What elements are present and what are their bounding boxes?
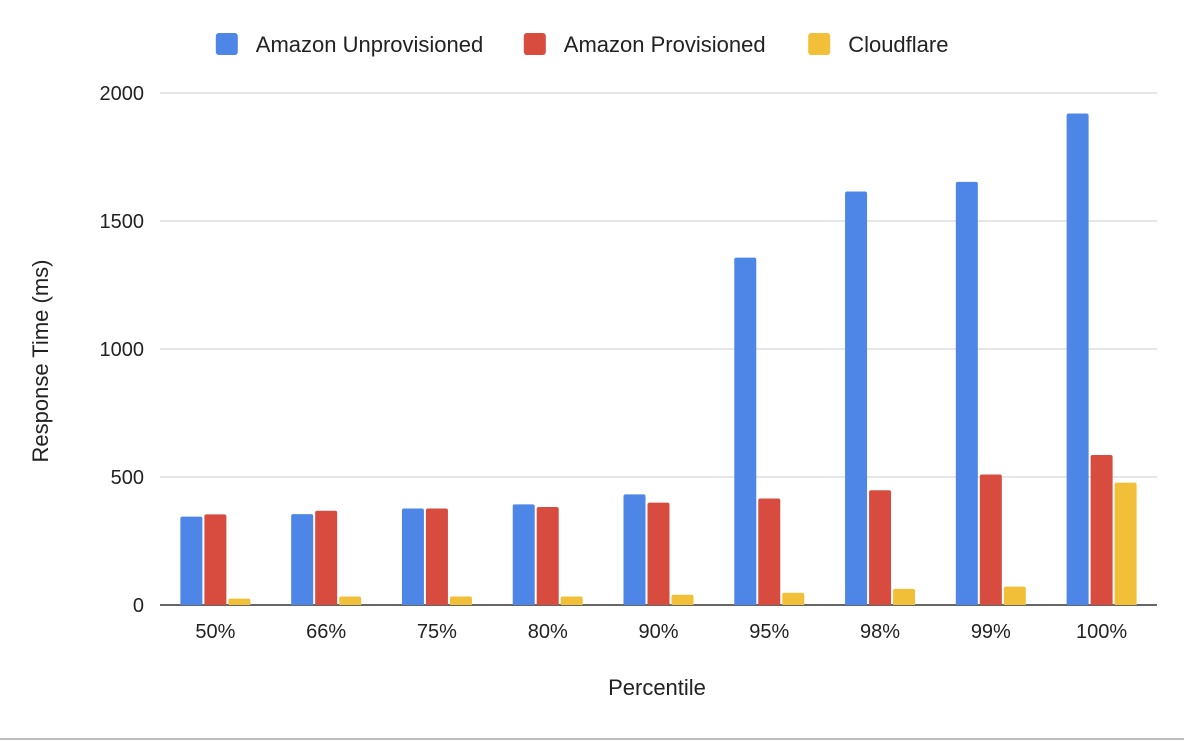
- x-tick-label: 90%: [638, 621, 678, 643]
- bar-amazon-provisioned-80pct: [536, 506, 559, 605]
- bar-amazon-unprovisioned-50pct: [180, 516, 203, 605]
- bar-amazon-provisioned-98pct: [869, 490, 892, 605]
- bar-amazon-provisioned-90pct: [647, 502, 670, 605]
- y-tick-label: 0: [133, 595, 144, 617]
- bar-cloudflare-100pct: [1114, 482, 1137, 605]
- bar-amazon-unprovisioned-98pct: [845, 191, 868, 605]
- y-tick-label: 500: [111, 467, 144, 489]
- y-tick-label: 2000: [100, 83, 145, 105]
- legend-label: Cloudflare: [848, 32, 948, 57]
- legend-swatch: [808, 33, 831, 55]
- y-axis-ticks: 0 500 1000 1500 2000: [100, 83, 145, 617]
- legend: Amazon Unprovisioned Amazon Provisioned Cl…: [215, 32, 948, 57]
- bar-amazon-provisioned-50pct: [204, 514, 227, 605]
- bar-amazon-unprovisioned-99pct: [955, 181, 978, 605]
- legend-swatch: [523, 33, 546, 55]
- legend-swatch: [215, 33, 238, 55]
- y-axis-title: Response Time (ms): [28, 260, 53, 463]
- x-tick-label: 99%: [971, 621, 1011, 643]
- bar-cloudflare-90pct: [671, 594, 694, 605]
- bar-cloudflare-95pct: [782, 592, 805, 605]
- bar-cloudflare-75pct: [449, 596, 472, 605]
- bar-amazon-unprovisioned-66pct: [291, 514, 314, 605]
- bar-cloudflare-99pct: [1003, 586, 1026, 605]
- x-tick-label: 50%: [195, 621, 235, 643]
- bar-cloudflare-66pct: [339, 596, 362, 605]
- bar-cloudflare-50pct: [228, 598, 251, 605]
- bar-amazon-provisioned-75pct: [425, 508, 448, 605]
- y-tick-label: 1000: [100, 339, 145, 361]
- x-tick-label: 75%: [417, 621, 457, 643]
- x-tick-label: 66%: [306, 621, 346, 643]
- bar-amazon-unprovisioned-100pct: [1066, 113, 1089, 605]
- x-tick-label: 80%: [528, 621, 568, 643]
- bars: [180, 113, 1137, 605]
- bar-amazon-unprovisioned-75pct: [401, 508, 424, 605]
- y-tick-label: 1500: [100, 211, 145, 233]
- bar-amazon-unprovisioned-80pct: [512, 504, 535, 605]
- bar-amazon-provisioned-99pct: [979, 474, 1002, 605]
- bar-cloudflare-98pct: [893, 588, 916, 605]
- bar-amazon-provisioned-66pct: [315, 510, 338, 605]
- x-tick-label: 100%: [1076, 621, 1127, 643]
- x-tick-label: 98%: [860, 621, 900, 643]
- x-axis-title: Percentile: [608, 675, 706, 700]
- bar-amazon-unprovisioned-95pct: [734, 257, 757, 605]
- bar-amazon-provisioned-95pct: [758, 498, 781, 605]
- legend-label: Amazon Unprovisioned: [256, 32, 483, 57]
- bar-cloudflare-80pct: [560, 596, 583, 605]
- x-axis-ticks: 50% 66% 75% 80% 90% 95% 98% 99% 100%: [195, 621, 1127, 643]
- bar-amazon-provisioned-100pct: [1090, 454, 1113, 605]
- bar-amazon-unprovisioned-90pct: [623, 494, 646, 605]
- legend-label: Amazon Provisioned: [564, 32, 766, 57]
- x-tick-label: 95%: [749, 621, 789, 643]
